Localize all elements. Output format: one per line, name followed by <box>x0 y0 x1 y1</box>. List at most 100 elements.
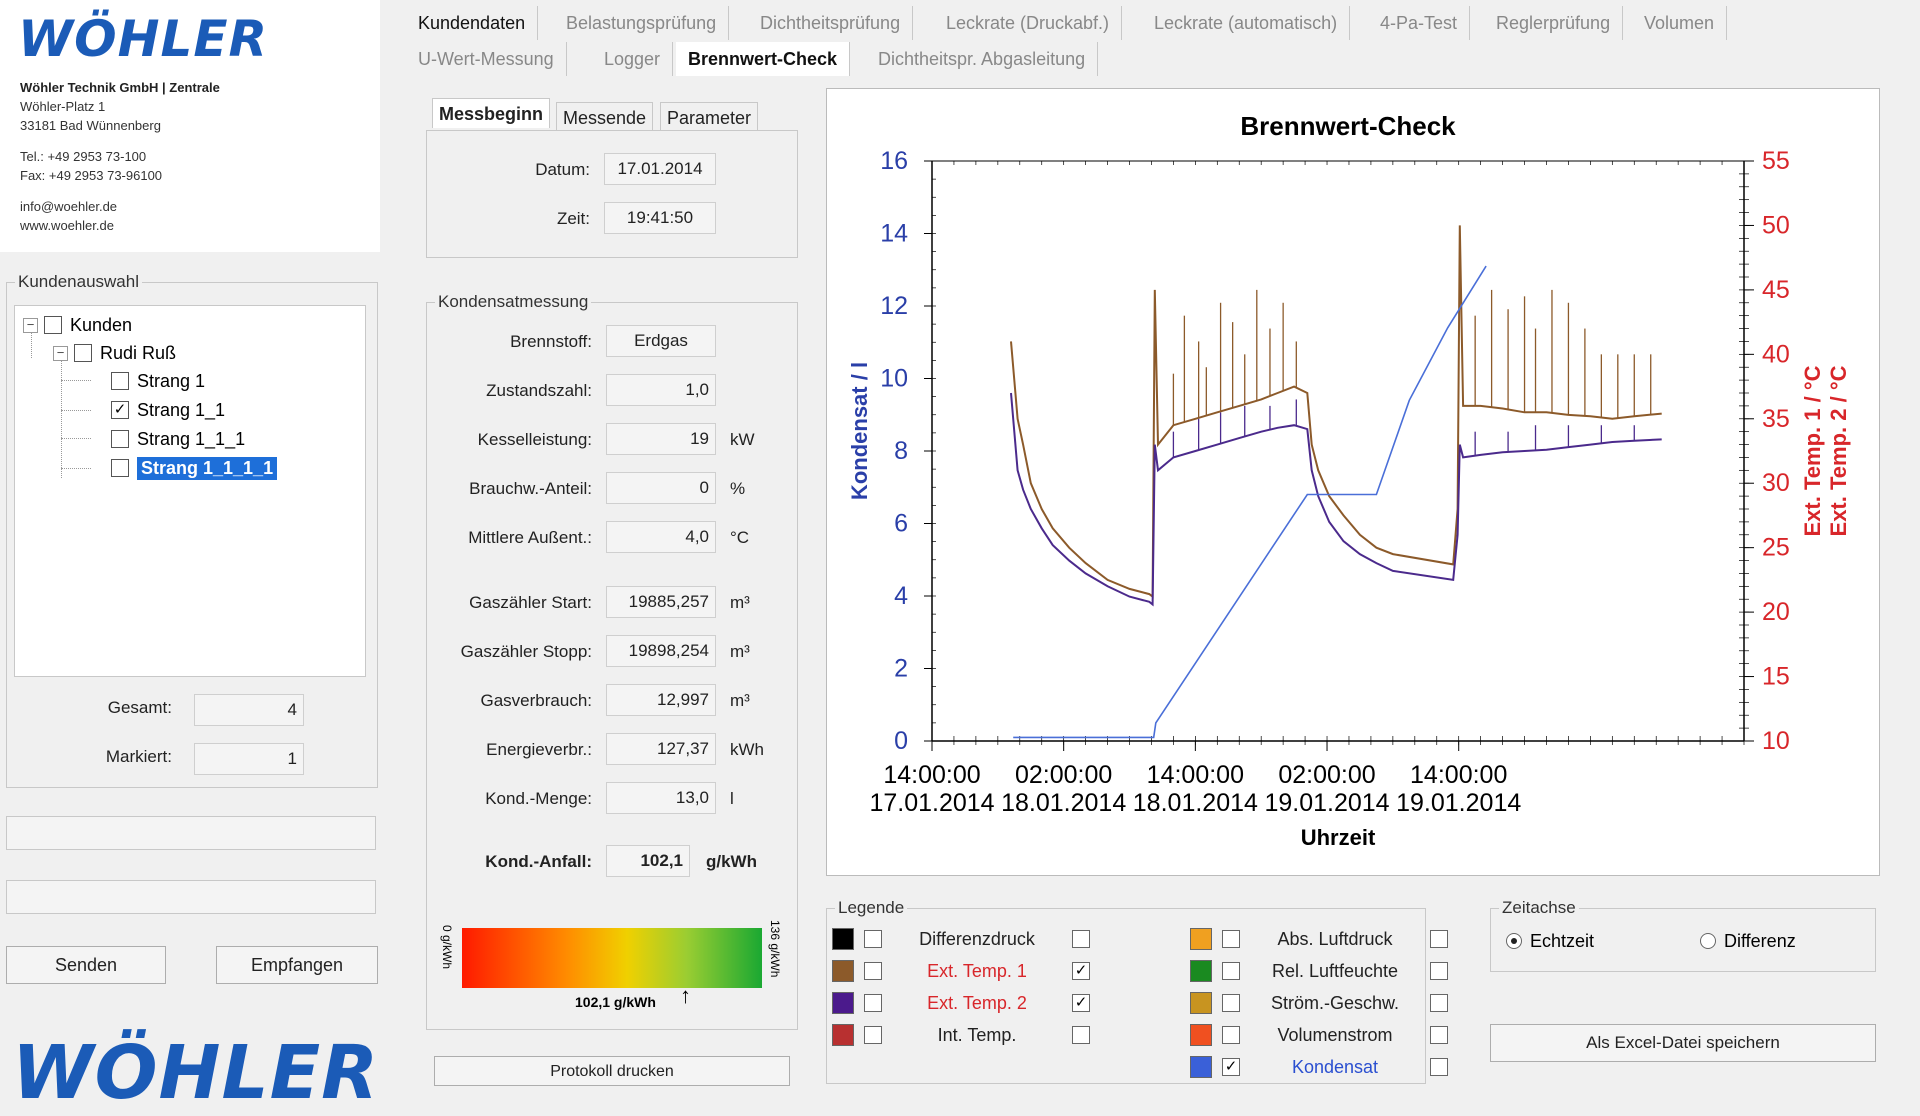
radio-differenz[interactable]: Differenz <box>1700 928 1796 954</box>
legend-axis-checkbox[interactable] <box>864 994 882 1012</box>
tree-checkbox[interactable] <box>111 372 129 390</box>
legend-item: Ext. Temp. 1 ✓ <box>832 958 1090 984</box>
tree-node-strang[interactable]: Strang 1_1_1 <box>111 426 245 452</box>
legend-label: Kondensat <box>1291 1056 1379 1077</box>
tab-volumen[interactable]: Volumen <box>1632 6 1728 40</box>
legend-label: Int. Temp. <box>937 1024 1017 1045</box>
legend-show-checkbox[interactable]: ✓ <box>1072 962 1090 980</box>
legend-label: Volumenstrom <box>1277 1024 1393 1045</box>
left-tick-label: 8 <box>894 437 908 465</box>
tree-node-strang[interactable]: Strang 1 <box>111 368 205 394</box>
kond-row-label: Brauchw.-Anteil: <box>469 479 592 498</box>
legend-axis-checkbox[interactable] <box>1222 994 1240 1012</box>
excel-export-button[interactable]: Als Excel-Datei speichern <box>1490 1024 1876 1062</box>
right-tick-label: 40 <box>1762 340 1790 368</box>
legend-color-swatch <box>832 928 854 950</box>
left-tick-label: 2 <box>894 655 908 683</box>
legend-label: Rel. Luftfeuchte <box>1271 960 1399 981</box>
legend-axis-checkbox[interactable]: ✓ <box>1222 1058 1240 1076</box>
empfangen-button[interactable]: Empfangen <box>216 946 378 984</box>
right-tick-label: 15 <box>1762 663 1790 691</box>
tab-dichtheitspruefung[interactable]: Dichtheitsprüfung <box>748 6 914 40</box>
tree-checkbox[interactable] <box>111 430 129 448</box>
kond-row-label: Kesselleistung: <box>477 430 592 449</box>
tree-checkbox[interactable]: ✓ <box>111 401 129 419</box>
tree-node-label: Rudi Ruß <box>100 342 177 363</box>
radio-label: Differenz <box>1724 930 1796 951</box>
collapse-icon[interactable]: − <box>53 345 68 361</box>
legend-item: Int. Temp. <box>832 1022 1090 1048</box>
kond-row-unit: m³ <box>730 642 750 661</box>
radio-selected-icon[interactable] <box>1506 933 1522 949</box>
legend-axis-checkbox[interactable] <box>1222 962 1240 980</box>
legend-show-checkbox[interactable] <box>1430 1058 1448 1076</box>
tab-leckrate-druckabf[interactable]: Leckrate (Druckabf.) <box>934 6 1123 40</box>
legend-show-checkbox[interactable] <box>1430 1026 1448 1044</box>
collapse-icon[interactable]: − <box>23 317 38 333</box>
left-tick-label: 16 <box>880 147 908 175</box>
customer-tree[interactable]: − Kunden − Rudi Ruß Strang 1 ✓ Strang 1_… <box>14 305 366 677</box>
legend-label: Ext. Temp. 2 <box>927 992 1027 1013</box>
tree-checkbox[interactable] <box>111 459 129 477</box>
tree-node-strang[interactable]: ✓ Strang 1_1 <box>111 397 225 423</box>
left-axis-label: Kondensat / l <box>847 362 872 500</box>
gesamt-value: 4 <box>194 694 304 726</box>
tab-kundendaten[interactable]: Kundendaten <box>406 6 539 40</box>
kond-row-value: 13,0 <box>606 782 716 814</box>
subtab-messende[interactable]: Messende <box>556 102 654 132</box>
x-tick-time-label: 14:00:00 <box>1410 761 1507 789</box>
right-axis-label-1: Ext. Temp. 1 / °C <box>1800 365 1825 536</box>
tree-node-customer[interactable]: − Rudi Ruß <box>53 340 176 366</box>
legend-show-checkbox[interactable] <box>1430 994 1448 1012</box>
legend-item: Ext. Temp. 2 ✓ <box>832 990 1090 1016</box>
kundenauswahl-legend: Kundenauswahl <box>18 272 139 291</box>
subtab-messbeginn[interactable]: Messbeginn <box>432 98 551 128</box>
kond-row-label: Gaszähler Stopp: <box>460 642 592 661</box>
tab-belastungspruefung[interactable]: Belastungsprüfung <box>554 6 730 40</box>
legend-axis-checkbox[interactable] <box>864 1026 882 1044</box>
legend-axis-checkbox[interactable] <box>1222 930 1240 948</box>
legend-show-checkbox[interactable] <box>1072 930 1090 948</box>
legend-show-checkbox[interactable]: ✓ <box>1072 994 1090 1012</box>
kond-row-label: Gaszähler Start: <box>469 593 592 612</box>
tab-logger[interactable]: Logger <box>592 42 674 76</box>
kond-row-value: 127,37 <box>606 733 716 765</box>
markiert-value: 1 <box>194 743 304 775</box>
legend-axis-checkbox[interactable] <box>864 930 882 948</box>
tree-node-strang-selected[interactable]: Strang 1_1_1_1 <box>111 455 278 481</box>
main-tabs: Kundendaten Belastungsprüfung Dichtheits… <box>406 4 1906 84</box>
right-tick-label: 25 <box>1762 534 1790 562</box>
legend-show-checkbox[interactable] <box>1072 1026 1090 1044</box>
tab-leckrate-automatisch[interactable]: Leckrate (automatisch) <box>1142 6 1351 40</box>
tab-brennwert-check[interactable]: Brennwert-Check <box>676 42 851 76</box>
legend-show-checkbox[interactable] <box>1430 930 1448 948</box>
legend-color-swatch <box>1190 1056 1212 1078</box>
tab-dichtheitspr-abgasleitung[interactable]: Dichtheitspr. Abgasleitung <box>866 42 1099 76</box>
legend-axis-checkbox[interactable] <box>864 962 882 980</box>
senden-button[interactable]: Senden <box>6 946 166 984</box>
x-axis-label: Uhrzeit <box>1301 825 1376 850</box>
kond-row-unit: kWh <box>730 740 764 759</box>
legend-item: Rel. Luftfeuchte <box>1190 958 1448 984</box>
tree-node-kunden[interactable]: − Kunden <box>23 312 132 338</box>
kond-row-value: 0 <box>606 472 716 504</box>
subtab-parameter[interactable]: Parameter <box>660 102 759 132</box>
protokoll-drucken-button[interactable]: Protokoll drucken <box>434 1056 790 1086</box>
scale-marker-arrow-icon: ↑ <box>680 983 691 1008</box>
tree-node-label: Strang 1_1_1_1 <box>137 456 278 480</box>
tree-checkbox[interactable] <box>44 316 62 334</box>
tab-u-wert-messung[interactable]: U-Wert-Messung <box>406 42 567 76</box>
radio-label: Echtzeit <box>1530 930 1595 951</box>
kond-row-label: Mittlere Außent.: <box>468 528 592 547</box>
company-address: Wöhler Technik GmbH | Zentrale Wöhler-Pl… <box>20 78 220 235</box>
tab-reglerpruefung[interactable]: Reglerprüfung <box>1484 6 1624 40</box>
legend-axis-checkbox[interactable] <box>1222 1026 1240 1044</box>
legend-label: Abs. Luftdruck <box>1277 928 1393 949</box>
company-logo: WÖHLER <box>18 10 269 68</box>
legend-show-checkbox[interactable] <box>1430 962 1448 980</box>
series-kondensat <box>1013 265 1487 739</box>
tree-checkbox[interactable] <box>74 344 92 362</box>
radio-unselected-icon[interactable] <box>1700 933 1716 949</box>
radio-echtzeit[interactable]: Echtzeit <box>1506 928 1594 954</box>
tab-4pa-test[interactable]: 4-Pa-Test <box>1368 6 1471 40</box>
